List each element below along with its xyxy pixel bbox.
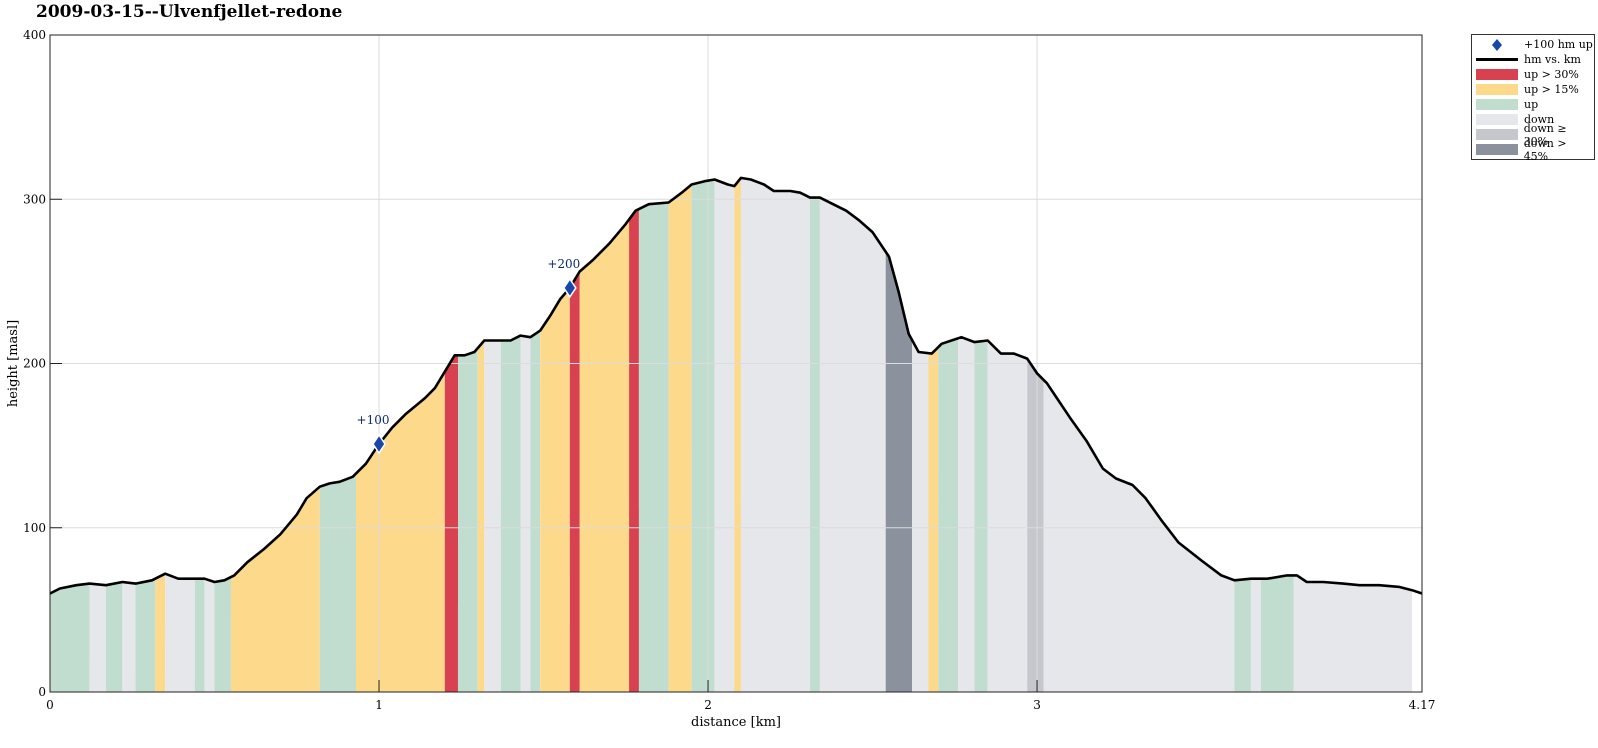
milestone-label: +100 <box>357 413 390 427</box>
segment-up <box>105 582 123 692</box>
segment-up <box>457 348 478 692</box>
x-tick-label: 1 <box>375 698 383 712</box>
segment-down <box>484 340 501 692</box>
segment-down <box>89 583 106 692</box>
y-tick-label: 300 <box>23 192 46 206</box>
axes: 0 1 2 3 4.17 0 100 200 300 400 <box>23 28 1435 712</box>
legend-label: up > 15% <box>1524 83 1579 96</box>
milestone-label: +200 <box>547 257 580 271</box>
segment-down <box>714 179 735 692</box>
segment-down <box>165 573 195 692</box>
segment-up <box>530 330 541 692</box>
segment-down <box>122 582 136 692</box>
x-tick-label: 3 <box>1033 698 1041 712</box>
milestone-marker <box>562 277 577 299</box>
segment-up <box>810 197 820 692</box>
segment-up <box>1260 575 1294 692</box>
y-tick-label: 100 <box>23 521 46 535</box>
segment-up <box>50 583 90 692</box>
markers: +100 +200 <box>357 257 580 455</box>
legend: +100 hm up hm vs. km up > 30% up > 15% u… <box>1471 34 1595 163</box>
x-tick-label: 0 <box>46 698 54 712</box>
slope-segments <box>50 177 1413 693</box>
segment-down <box>819 197 886 692</box>
profile-line <box>49 176 1423 595</box>
segment-up <box>691 179 715 692</box>
legend-item-up: up <box>1472 97 1594 112</box>
segment-up15 <box>540 287 570 692</box>
segment-up <box>135 578 156 692</box>
legend-label: hm vs. km <box>1524 53 1581 66</box>
segment-up30 <box>629 209 639 692</box>
segment-up30 <box>569 271 580 692</box>
segment-up <box>319 473 356 692</box>
segment-up30 <box>444 355 458 692</box>
segment-down <box>740 177 811 692</box>
x-tick-label: 2 <box>704 698 712 712</box>
legend-label: up <box>1524 98 1539 111</box>
segment-up <box>1234 578 1251 692</box>
chart-title: 2009-03-15--Ulvenfjellet-redone <box>36 2 343 22</box>
segment-up15 <box>734 177 741 692</box>
legend-label: +100 hm up <box>1524 38 1593 51</box>
legend-label: up > 30% <box>1524 68 1579 81</box>
segment-up15 <box>477 340 485 692</box>
segment-up15 <box>668 184 692 692</box>
y-tick-label: 200 <box>23 357 46 371</box>
legend-label: down ≥ 30% <box>1523 121 1567 148</box>
segment-up <box>638 202 669 692</box>
y-axis-label: height [masl] <box>6 320 21 407</box>
legend-label: down > 45% <box>1523 136 1567 163</box>
legend-item-up30: up > 30% <box>1472 67 1594 82</box>
segment-down <box>1250 578 1261 692</box>
segment-up15 <box>155 573 166 692</box>
segment-up15 <box>928 347 939 692</box>
legend-item-up15: up > 15% <box>1472 82 1594 97</box>
segment-down <box>987 340 1028 692</box>
segment-down <box>1043 379 1235 692</box>
y-tick-label: 0 <box>38 685 46 699</box>
segment-down <box>912 340 929 692</box>
x-axis-label: distance [km] <box>691 715 781 730</box>
segment-up <box>214 577 231 692</box>
legend-item-down: down <box>1472 112 1594 127</box>
milestone-marker <box>372 433 386 455</box>
segment-down <box>520 335 531 692</box>
legend-item-marker: +100 hm up <box>1472 37 1594 52</box>
legend-item-line: hm vs. km <box>1472 52 1594 67</box>
y-tick-label: 400 <box>23 28 46 42</box>
segment-up15 <box>230 486 320 692</box>
segment-down <box>1293 575 1413 692</box>
legend-item-down30: down ≥ 30% <box>1472 122 1594 148</box>
segment-up <box>938 338 959 692</box>
segment-down <box>958 337 975 692</box>
segment-up <box>974 340 988 692</box>
segment-up <box>500 335 521 692</box>
x-tick-label: 4.17 <box>1409 698 1436 712</box>
segment-down <box>204 578 215 692</box>
legend-item-down45: down > 45% <box>1472 137 1594 163</box>
legend-label: down <box>1524 113 1555 126</box>
segment-down45 <box>885 251 913 693</box>
segment-down30 <box>1027 358 1044 692</box>
segment-up <box>194 578 205 692</box>
segment-up15 <box>579 219 630 692</box>
